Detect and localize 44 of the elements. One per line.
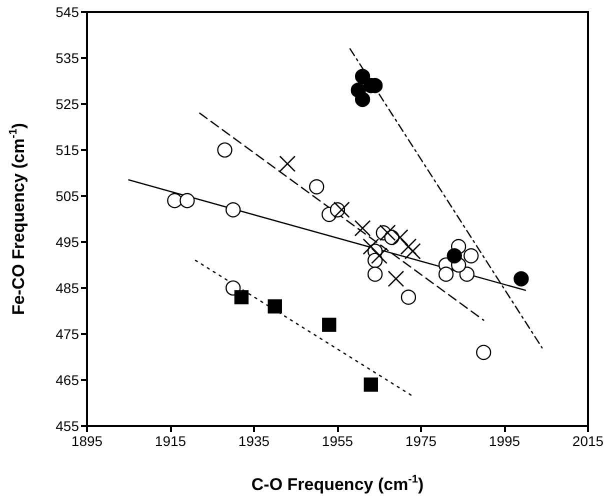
y-tick-label: 505 [56,188,80,204]
y-tick-label: 525 [56,96,80,112]
point [217,142,232,158]
y-tick-label: 465 [56,372,80,388]
point [400,290,416,305]
point [371,248,388,264]
point [180,193,195,208]
y-tick-label: 535 [56,50,80,66]
point [279,156,296,172]
point [167,193,182,208]
y-tick-label: 475 [56,326,80,342]
point [438,266,454,282]
point [514,271,529,286]
x-tick-label: 1915 [154,433,186,449]
x-tick-label: 1895 [71,433,103,449]
y-tick-label: 495 [56,234,80,250]
point [459,266,475,282]
point [476,344,492,360]
point [334,202,350,218]
point [364,378,378,392]
x-tick-label: 2015 [572,433,604,449]
x-tick-label: 1955 [322,433,354,449]
point [380,224,396,241]
x-tick-label: 1995 [488,433,520,449]
point [388,270,404,287]
y-axis-title: Fe-CO Frequency (cm-1) [8,122,28,316]
point [446,248,462,264]
point [367,266,383,282]
point [354,220,371,236]
point [354,92,370,107]
x-tick-label: 1975 [405,433,437,449]
y-tick-label: 545 [56,4,80,20]
point [464,248,479,264]
point [309,179,324,194]
y-tick-label: 455 [56,418,80,434]
point [404,243,421,260]
point [234,290,249,304]
x-tick-label: 1935 [238,433,270,449]
point [322,318,336,332]
point [268,299,282,314]
point [226,202,241,218]
point [354,68,370,84]
y-tick-label: 515 [56,142,80,158]
y-tick-label: 485 [56,280,80,296]
